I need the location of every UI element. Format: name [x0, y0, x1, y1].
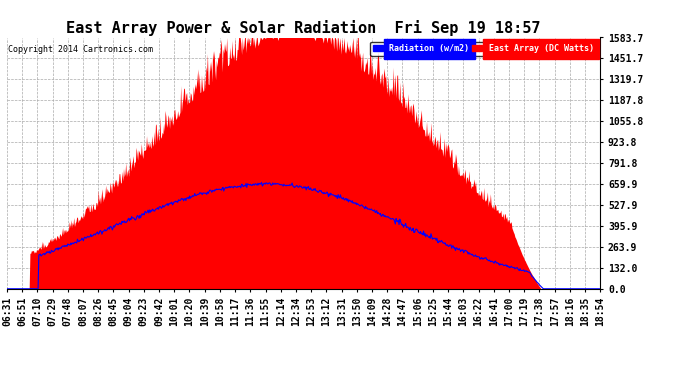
Legend: Radiation (w/m2), East Array (DC Watts): Radiation (w/m2), East Array (DC Watts)	[371, 42, 596, 56]
Title: East Array Power & Solar Radiation  Fri Sep 19 18:57: East Array Power & Solar Radiation Fri S…	[66, 20, 541, 36]
Text: Copyright 2014 Cartronics.com: Copyright 2014 Cartronics.com	[8, 45, 153, 54]
